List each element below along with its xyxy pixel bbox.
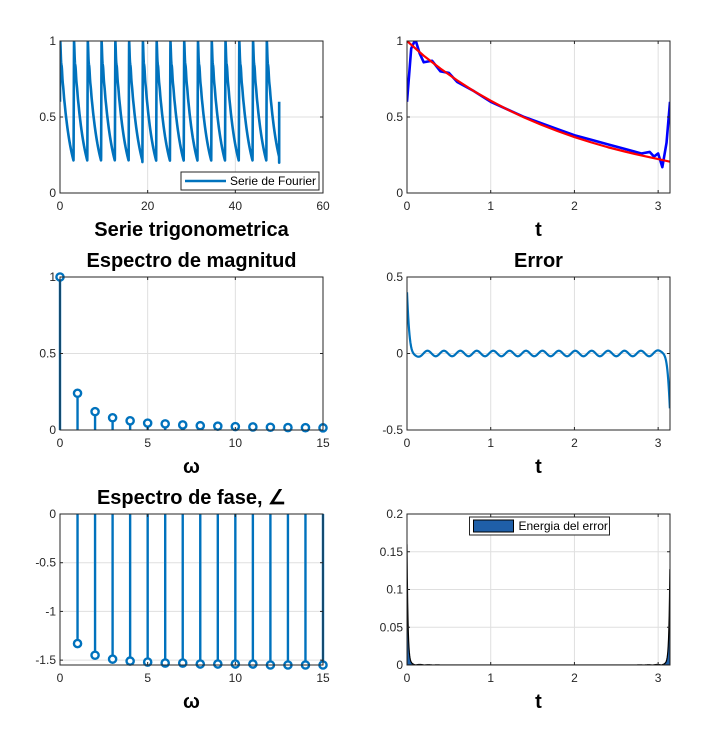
stem-marker bbox=[142, 418, 153, 428]
y-tick-label: 0 bbox=[49, 507, 56, 521]
plot-content bbox=[407, 292, 670, 409]
x-tick-label: 0 bbox=[57, 671, 64, 685]
legend-swatch bbox=[473, 519, 514, 533]
x-tick-label: 0 bbox=[57, 199, 64, 213]
x-tick-label: 0 bbox=[404, 436, 411, 450]
axes-box bbox=[59, 513, 324, 666]
y-tick-label: 0 bbox=[49, 186, 56, 200]
x-tick-label: 10 bbox=[229, 671, 243, 685]
stem-marker bbox=[265, 422, 276, 433]
axes-title: Error bbox=[514, 250, 563, 272]
plot-content bbox=[407, 41, 670, 169]
x-tick-label: 3 bbox=[655, 436, 662, 450]
x-tick-label: 3 bbox=[655, 671, 662, 685]
y-tick-label: -1.5 bbox=[35, 653, 56, 667]
y-tick-label: 0.15 bbox=[380, 545, 404, 559]
stem-marker bbox=[107, 412, 118, 423]
x-tick-label: 1 bbox=[487, 671, 494, 685]
error-line bbox=[407, 292, 670, 409]
y-tick-label: 0.1 bbox=[386, 583, 403, 597]
stem-marker bbox=[212, 659, 223, 669]
x-axis-label: ω bbox=[183, 691, 200, 713]
x-tick-label: 5 bbox=[144, 671, 151, 685]
x-tick-label: 3 bbox=[655, 199, 662, 213]
stem-marker bbox=[107, 654, 118, 664]
stem-marker bbox=[212, 421, 223, 431]
x-tick-label: 1 bbox=[487, 436, 494, 450]
y-tick-label: 0.5 bbox=[386, 110, 403, 124]
x-axis-label: t bbox=[535, 691, 542, 713]
approximation-axes: 0 1 2 3 0 0.5 1 t bbox=[386, 34, 671, 241]
legend-box bbox=[180, 171, 320, 191]
x-tick-label: 2 bbox=[571, 671, 578, 685]
x-tick-label: 40 bbox=[229, 199, 243, 213]
stem-marker bbox=[177, 658, 188, 668]
stem-marker bbox=[160, 419, 170, 429]
stem-marker bbox=[283, 422, 293, 433]
x-tick-label: 0 bbox=[404, 199, 411, 213]
y-tick-label: 1 bbox=[49, 270, 56, 284]
x-tick-label: 10 bbox=[229, 436, 243, 450]
fourier-series-line bbox=[60, 41, 281, 164]
y-tick-label: 0 bbox=[49, 423, 56, 437]
x-tick-label: 15 bbox=[316, 671, 330, 685]
x-tick-label: 0 bbox=[57, 436, 64, 450]
y-tick-label: 0 bbox=[396, 347, 403, 361]
stem-marker bbox=[248, 659, 258, 669]
y-tick-label: 1 bbox=[396, 34, 403, 48]
stem-marker bbox=[195, 659, 206, 669]
y-tick-label: 0.5 bbox=[39, 347, 56, 361]
stem-marker bbox=[72, 388, 83, 399]
error-energy-axes: 0 1 2 3 0 0.05 0.1 0.15 0.2 t Energia del error bbox=[380, 507, 671, 713]
y-tick-label: -0.5 bbox=[382, 423, 403, 437]
legend: Energia del error bbox=[469, 516, 610, 536]
y-tick-label: 0 bbox=[396, 658, 403, 672]
x-axis-label: t bbox=[535, 456, 542, 478]
y-tick-label: 0 bbox=[396, 186, 403, 200]
stem-marker bbox=[248, 422, 258, 432]
stem-marker bbox=[125, 416, 135, 426]
y-tick-label: -0.5 bbox=[35, 556, 56, 570]
x-tick-label: 5 bbox=[144, 436, 151, 450]
stem-marker bbox=[72, 638, 83, 649]
legend: Serie de Fourier bbox=[180, 171, 320, 191]
fourier-series-axes: 0 20 40 60 0 0.5 1 Serie trigonometrica Serie de… bbox=[39, 34, 330, 241]
x-tick-label: 20 bbox=[141, 199, 155, 213]
plot-content bbox=[60, 41, 281, 164]
y-tick-label: -1 bbox=[45, 604, 56, 618]
stem-marker bbox=[195, 420, 206, 431]
legend-label: Serie de Fourier bbox=[230, 174, 316, 188]
magnitude-spectrum-axes: 0 5 10 15 0 0.5 1 Espectro de magnitud ω bbox=[39, 250, 330, 478]
stem-marker bbox=[177, 420, 188, 430]
y-tick-label: 0.05 bbox=[380, 620, 404, 634]
y-tick-label: 1 bbox=[49, 34, 56, 48]
y-tick-label: 0.5 bbox=[386, 270, 403, 284]
stem-marker bbox=[125, 656, 135, 666]
y-tick-label: 0.2 bbox=[386, 507, 403, 521]
legend-label: Energia del error bbox=[519, 519, 608, 533]
axes-title: Espectro de magnitud bbox=[86, 250, 296, 272]
x-tick-label: 0 bbox=[404, 671, 411, 685]
plot-area bbox=[60, 514, 323, 665]
y-tick-label: 0.5 bbox=[39, 110, 56, 124]
x-axis-label: Serie trigonometrica bbox=[94, 219, 289, 241]
stem-marker bbox=[90, 650, 100, 661]
axes-title: Espectro de fase, ∠ bbox=[97, 487, 286, 509]
phase-spectrum-axes: 0 5 10 15 0 -0.5 -1 -1.5 Espectro de fase, ∠ ω bbox=[35, 487, 330, 713]
original-function-line bbox=[407, 41, 670, 163]
x-axis-label: ω bbox=[183, 456, 200, 478]
x-tick-label: 2 bbox=[571, 436, 578, 450]
stem-marker bbox=[160, 658, 170, 668]
x-tick-label: 60 bbox=[316, 199, 330, 213]
x-tick-label: 2 bbox=[571, 199, 578, 213]
stem-marker bbox=[90, 406, 100, 417]
x-tick-label: 1 bbox=[487, 199, 494, 213]
x-tick-label: 15 bbox=[316, 436, 330, 450]
x-axis-label: t bbox=[535, 219, 542, 241]
